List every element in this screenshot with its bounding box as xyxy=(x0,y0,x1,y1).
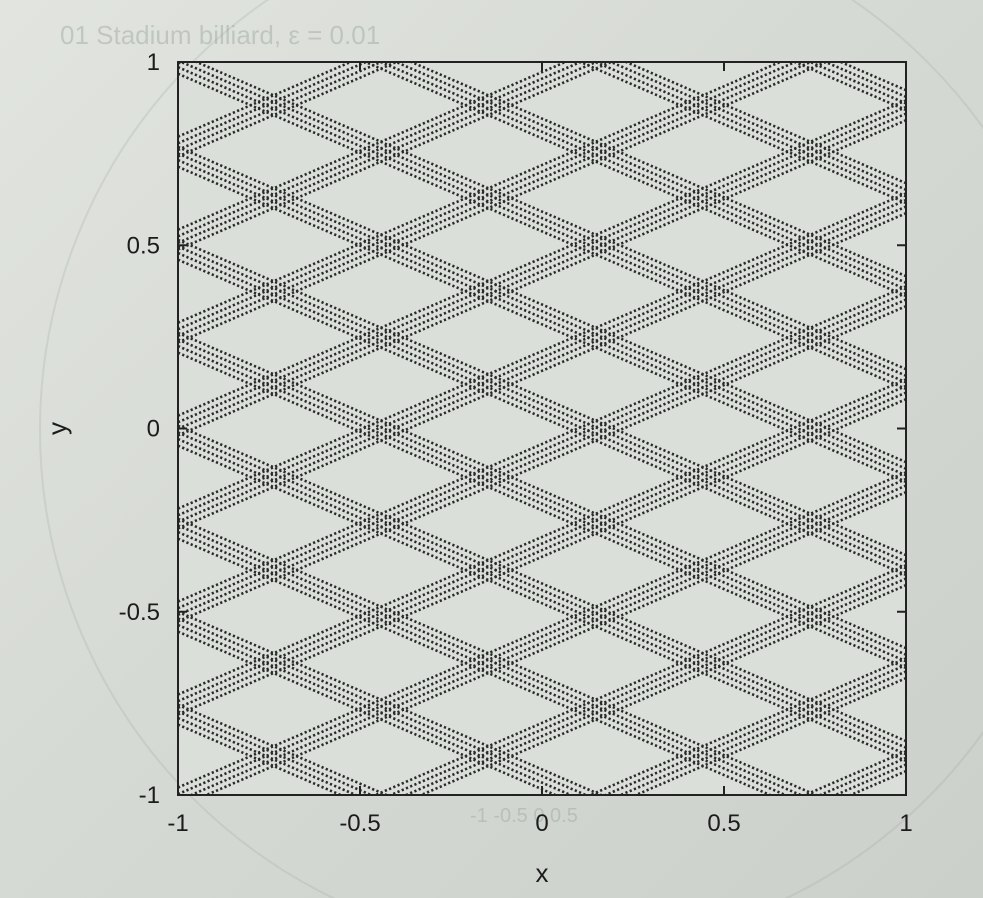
trajectory-line-ascending xyxy=(178,62,569,231)
trajectory-line-ascending xyxy=(178,305,906,623)
x-tick-label: -0.5 xyxy=(339,810,380,837)
trajectory-line-ascending xyxy=(203,490,906,795)
trajectory-line-ascending xyxy=(178,62,784,324)
trajectory-line-ascending xyxy=(402,577,906,795)
trajectory-line-ascending xyxy=(178,105,906,424)
trajectory-line-descending xyxy=(377,62,906,291)
trajectory-line-ascending xyxy=(418,583,906,795)
trajectory-line-descending xyxy=(178,344,906,663)
trajectory-line-descending xyxy=(178,0,906,10)
trajectory-line-descending xyxy=(178,0,906,4)
trajectory-line-ascending xyxy=(188,484,906,795)
trajectory-line-descending xyxy=(178,517,820,795)
trajectory-line-descending xyxy=(408,62,906,278)
trajectory-line-ascending xyxy=(178,391,906,709)
trajectory-line-ascending xyxy=(178,471,906,789)
x-tick-label: 0 xyxy=(535,810,548,837)
trajectory-line-ascending xyxy=(178,62,600,245)
trajectory-line-descending xyxy=(178,258,906,577)
trajectory-line-ascending xyxy=(178,119,906,437)
trajectory-line-ascending xyxy=(178,198,906,517)
trajectory-line-descending xyxy=(178,0,906,17)
y-axis-label: y xyxy=(42,422,72,435)
trajectory-line-ascending xyxy=(178,99,906,417)
trajectory-line-descending xyxy=(178,351,906,670)
y-tick-label: 1 xyxy=(147,49,160,76)
trajectory-line-ascending xyxy=(178,291,906,610)
x-tick-label: 1 xyxy=(899,810,912,837)
trajectory-line-ascending xyxy=(178,62,830,344)
trajectory-line-ascending xyxy=(178,384,906,703)
trajectory-line-descending xyxy=(362,62,906,298)
y-tick-label: 0 xyxy=(147,416,160,443)
trajectory-line-descending xyxy=(178,338,906,656)
trajectory-line-descending xyxy=(178,72,906,391)
trajectory-line-descending xyxy=(178,245,906,563)
trajectory-line-ascending xyxy=(178,62,799,331)
trajectory-line-descending xyxy=(178,65,906,384)
trajectory-line-ascending xyxy=(178,62,584,238)
trajectory-line-ascending xyxy=(178,477,906,795)
x-tick-label: 0.5 xyxy=(707,810,740,837)
trajectory-line-descending xyxy=(178,152,906,470)
y-tick-labels: -1 -0.5 0 0.5 1 xyxy=(119,49,160,809)
trajectory-line-ascending xyxy=(178,192,906,510)
trajectory-line-ascending xyxy=(178,62,615,251)
y-tick-label: -1 xyxy=(139,782,160,809)
trajectory-line-descending xyxy=(178,331,906,650)
trajectory-line-descending xyxy=(178,524,804,795)
trajectory-line-descending xyxy=(178,238,906,557)
trajectory-line-descending xyxy=(178,537,774,795)
trajectory-line-ascending xyxy=(178,298,906,616)
trajectory-line-descending xyxy=(178,62,906,377)
trajectory-line-descending xyxy=(178,617,590,795)
trajectory-line-descending xyxy=(178,431,906,749)
trajectory-line-ascending xyxy=(178,205,906,524)
trajectory-line-descending xyxy=(392,62,906,284)
trajectory-line-ascending xyxy=(372,564,906,795)
background-footer-text: -1 -0.5 0 0.5 xyxy=(470,805,578,827)
trajectory-line-descending xyxy=(178,251,906,570)
y-tick-label: -0.5 xyxy=(119,599,160,626)
trajectory-line-ascending xyxy=(178,212,906,530)
trajectory-group xyxy=(178,0,906,795)
background-bleed-through: 01 Stadium billiard, ε = 0.01 -1 -0.5 0 … xyxy=(39,0,983,898)
trajectory-line-ascending xyxy=(178,62,814,338)
trajectory-line-ascending xyxy=(387,570,906,795)
tick-marks xyxy=(177,61,907,796)
x-axis-label: x xyxy=(536,858,549,888)
trajectory-line-descending xyxy=(178,165,906,484)
y-tick-label: 0.5 xyxy=(127,232,160,259)
x-tick-label: -1 xyxy=(167,810,188,837)
trajectory-line-ascending xyxy=(178,112,906,431)
background-header-text: 01 Stadium billiard, ε = 0.01 xyxy=(60,20,380,50)
background-circle xyxy=(39,0,983,898)
trajectory-line-descending xyxy=(178,530,789,795)
trajectory-line-descending xyxy=(178,623,574,795)
x-tick-labels: -1 -0.5 0 0.5 1 xyxy=(167,810,912,837)
trajectory-line-ascending xyxy=(178,397,906,716)
trajectory-line-descending xyxy=(178,424,906,743)
trajectory-line-ascending xyxy=(178,285,906,603)
trajectory-line-descending xyxy=(193,62,906,371)
trajectory-line-descending xyxy=(178,437,906,756)
trajectory-line-descending xyxy=(178,158,906,477)
trajectory-line-descending xyxy=(178,444,906,763)
trajectory-line-descending xyxy=(178,145,906,464)
trajectory-line-descending xyxy=(178,610,605,795)
trajectory-line-ascending xyxy=(178,378,906,696)
